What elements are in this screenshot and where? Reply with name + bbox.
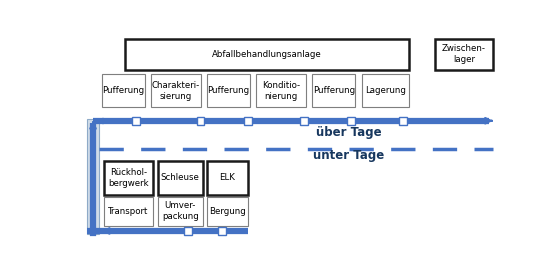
Text: Schleuse: Schleuse bbox=[161, 173, 200, 183]
Text: Pufferung: Pufferung bbox=[102, 86, 144, 95]
Bar bbox=[104, 197, 153, 226]
Bar bbox=[151, 74, 200, 107]
Bar bbox=[125, 39, 409, 70]
Bar bbox=[132, 117, 140, 125]
Bar bbox=[312, 74, 355, 107]
Bar bbox=[184, 227, 191, 235]
Text: Abfallbehandlungsanlage: Abfallbehandlungsanlage bbox=[213, 50, 322, 59]
Bar bbox=[399, 117, 407, 125]
Text: ELK: ELK bbox=[220, 173, 235, 183]
Bar bbox=[102, 74, 145, 107]
Bar bbox=[207, 161, 248, 195]
Bar bbox=[244, 117, 252, 125]
Bar bbox=[362, 74, 409, 107]
Text: Zwischen-
lager: Zwischen- lager bbox=[442, 44, 486, 64]
Bar bbox=[218, 227, 226, 235]
Text: Pufferung: Pufferung bbox=[313, 86, 355, 95]
Text: über Tage: über Tage bbox=[316, 126, 382, 139]
Bar bbox=[104, 161, 153, 195]
Text: Umver-
packung: Umver- packung bbox=[162, 201, 199, 221]
Bar bbox=[300, 117, 307, 125]
Text: Transport: Transport bbox=[108, 207, 149, 216]
Text: Charakteri-
sierung: Charakteri- sierung bbox=[152, 80, 200, 101]
Bar bbox=[158, 197, 203, 226]
Bar bbox=[196, 117, 204, 125]
Text: unter Tage: unter Tage bbox=[314, 148, 385, 161]
Bar bbox=[87, 119, 99, 234]
Text: Bergung: Bergung bbox=[209, 207, 246, 216]
Bar bbox=[347, 117, 355, 125]
Bar bbox=[158, 161, 203, 195]
Bar bbox=[207, 197, 248, 226]
Bar bbox=[256, 74, 306, 107]
Text: Lagerung: Lagerung bbox=[365, 86, 406, 95]
Bar bbox=[207, 74, 250, 107]
Text: Pufferung: Pufferung bbox=[208, 86, 250, 95]
Text: Konditio-
nierung: Konditio- nierung bbox=[262, 80, 300, 101]
Bar bbox=[435, 39, 493, 70]
Text: Rückhol-
bergwerk: Rückhol- bergwerk bbox=[108, 168, 149, 188]
